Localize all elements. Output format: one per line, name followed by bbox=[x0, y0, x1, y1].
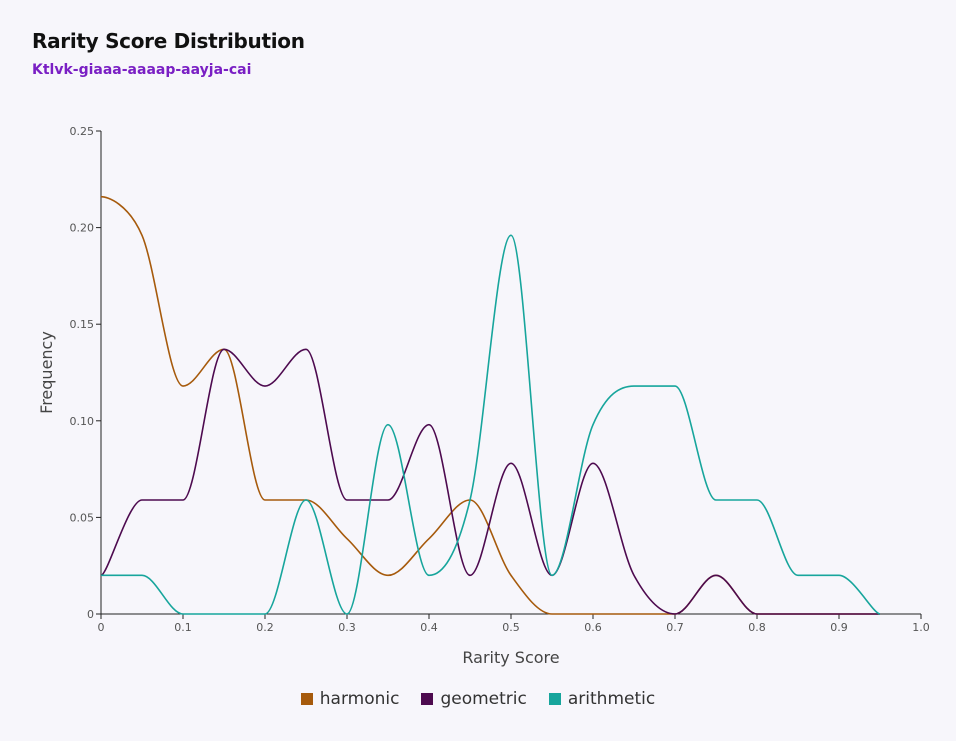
y-tick-label: 0.20 bbox=[70, 222, 95, 235]
x-tick-label: 0.5 bbox=[502, 621, 520, 634]
axes: 0 0.1 0.2 0.3 0.4 0.5 0.6 0.7 0.8 0.9 1.0 0 0.05 0.10… bbox=[70, 125, 930, 634]
legend-swatch bbox=[548, 693, 561, 705]
legend-swatch bbox=[300, 693, 313, 705]
chart-title: Rarity Score Distribution bbox=[32, 29, 305, 53]
legend-item-geometric[interactable]: geometric bbox=[421, 689, 527, 709]
x-axis-title: Rarity Score bbox=[462, 648, 559, 667]
x-tick-label: 0.6 bbox=[584, 621, 602, 634]
y-tick-label: 0.25 bbox=[70, 125, 95, 138]
x-tick-label: 0.9 bbox=[830, 621, 848, 634]
series-line-geometric bbox=[100, 348, 880, 615]
legend-swatch bbox=[421, 693, 434, 705]
x-tick-label: 1.0 bbox=[912, 621, 930, 634]
y-tick-label: 0.05 bbox=[70, 511, 95, 524]
x-tick-label: 0.4 bbox=[420, 621, 438, 634]
legend-label: geometric bbox=[440, 689, 527, 709]
x-tick-label: 0.7 bbox=[666, 621, 684, 634]
y-axis-title: Frequency bbox=[37, 331, 56, 414]
series-line-harmonic bbox=[100, 195, 880, 615]
x-tick-label: 0.1 bbox=[174, 621, 192, 634]
line-chart: 0 0.1 0.2 0.3 0.4 0.5 0.6 0.7 0.8 0.9 1.0 0 0.05 0.10… bbox=[37, 125, 930, 667]
legend: harmonic geometric arithmetic bbox=[0, 689, 956, 709]
legend-label: arithmetic bbox=[567, 689, 656, 709]
series-layer bbox=[100, 195, 881, 615]
x-tick-label: 0 bbox=[98, 621, 105, 634]
legend-label: harmonic bbox=[319, 689, 400, 709]
series-line-arithmetic bbox=[101, 234, 881, 615]
chart-subtitle: Ktlvk-giaaa-aaaap-aayja-cai bbox=[32, 62, 252, 78]
y-tick-label: 0.10 bbox=[70, 415, 95, 428]
x-tick-label: 0.8 bbox=[748, 621, 766, 634]
legend-item-harmonic[interactable]: harmonic bbox=[300, 689, 400, 709]
x-tick-label: 0.3 bbox=[338, 621, 356, 634]
y-tick-label: 0.15 bbox=[70, 318, 95, 331]
legend-item-arithmetic[interactable]: arithmetic bbox=[548, 689, 656, 709]
x-tick-label: 0.2 bbox=[256, 621, 274, 634]
y-tick-label: 0 bbox=[87, 608, 94, 621]
